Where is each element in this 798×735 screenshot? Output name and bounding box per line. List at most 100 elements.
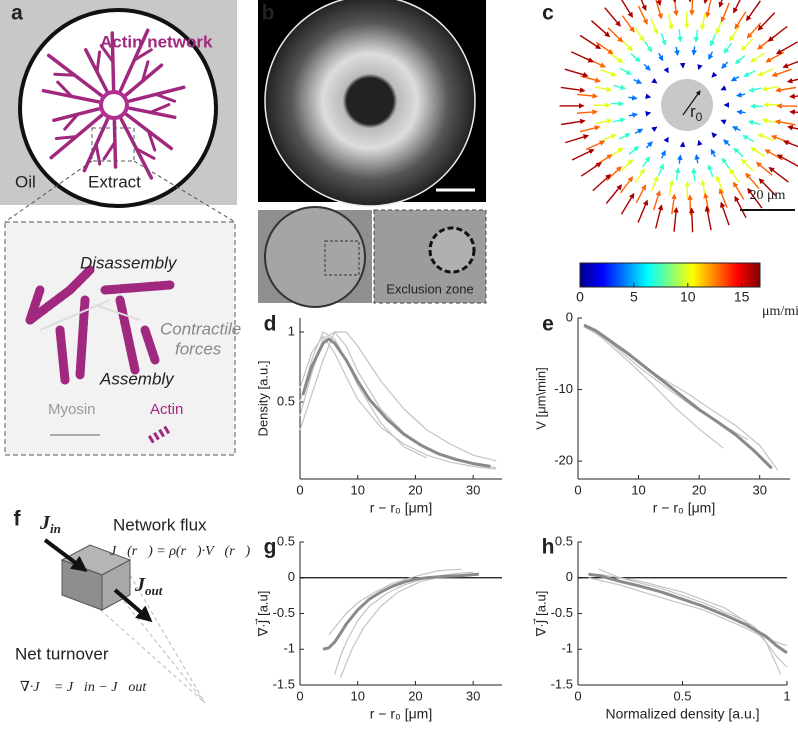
series-line [598,568,782,675]
series-line [328,568,462,636]
velocity-arrow [742,135,755,143]
panel-label: h [542,536,555,559]
velocity-arrow [770,134,791,144]
velocity-arrow [643,63,651,71]
actin-branch [63,112,80,131]
velocity-arrow [740,158,754,172]
velocity-arrow [570,51,594,63]
velocity-arrow [697,139,703,147]
panel-f: Network flux J⃗(r⃗) = ρ(r⃗)·V⃗(r⃗) Jin J… [15,512,251,704]
velocity-arrow [691,46,697,56]
velocity-arrow [621,0,633,18]
velocity-arrow [571,149,595,161]
velocity-arrow [620,158,634,172]
y-tick-label: -1 [561,641,573,656]
exclusion-label: Exclusion zone [386,281,473,296]
actin-filament [115,295,140,375]
actin-branch [102,140,117,161]
velocity-arrow [655,204,664,229]
forces-label: forces [175,339,222,358]
zoom-line [4,160,93,223]
velocity-arrow [613,84,627,91]
velocity-arrow [608,52,624,63]
series-line [588,577,788,647]
velocity-arrow [776,154,798,167]
velocity-arrow [711,71,718,78]
velocity-arrow [644,41,653,53]
inset-box [4,221,236,456]
velocity-arrow [579,125,601,133]
velocity-arrow [703,0,709,5]
oil-label: Oil [15,172,36,191]
velocity-arrow [734,55,746,65]
velocity-arrow [579,34,602,50]
velocity-arrow [735,92,746,98]
velocity-arrow [619,176,634,194]
droplet-image [264,0,476,207]
series-line [588,572,788,655]
velocity-arrow [650,175,659,192]
velocity-arrow [628,95,638,101]
velocity-arrow [605,184,623,204]
projection [129,574,206,704]
actin-branch [53,72,77,77]
j-in-label: Jin [39,512,61,536]
y-tick-label: -1.5 [273,676,295,691]
colorbar-label: 10 [680,289,696,305]
panel-label: f [14,508,22,531]
x-tick-label: 20 [408,688,422,703]
actin-filament [75,295,90,380]
velocity-arrow [634,27,645,42]
x-tick-label: 10 [631,482,645,497]
y-tick-label: 0 [288,569,295,584]
velocity-arrow [620,192,635,215]
velocity-arrow [730,76,740,82]
x-tick-label: 10 [350,688,364,703]
velocity-arrow [609,147,624,158]
velocity-arrow [607,27,624,43]
velocity-arrow [677,29,683,43]
velocity-arrow [668,179,675,197]
velocity-arrow [718,0,724,8]
y-tick-label: -20 [554,453,573,468]
velocity-arrow [740,38,754,52]
x-axis-label: r − r₀ [μm] [653,500,716,516]
velocity-arrow [560,118,586,126]
j-in-arrow [43,538,88,572]
velocity-arrow [789,93,798,100]
actin-branch [134,147,156,160]
x-tick-label: 30 [466,688,480,703]
velocity-arrow [750,52,765,63]
zoom-line [133,160,236,223]
actin-filament [100,280,175,295]
series-line [583,323,773,470]
y-tick-label: 0.5 [555,533,573,548]
velocity-arrow [671,193,677,215]
velocity-arrow [767,25,788,42]
colorbar-unit: μm/min [762,304,798,319]
turnover-title: Net turnover [15,644,109,663]
velocity-arrow [704,205,712,231]
velocity-arrow [764,149,784,161]
actin-branch [141,60,150,83]
actin-branch [54,135,78,141]
velocity-arrow [757,133,774,142]
velocity-arrow [709,34,716,47]
panel-a: Actin network Oil Extract Disassembly Co… [0,0,241,456]
x-tick-label: 30 [466,482,480,497]
x-tick-label: 0.5 [673,688,691,703]
velocity-arrow [733,0,741,14]
y-axis-label: Density [a.u.] [255,361,270,437]
velocity-arrow [621,15,635,33]
series-line [299,335,497,470]
velocity-arrow [658,163,665,176]
velocity-arrow [650,18,659,35]
velocity-arrow [585,140,606,151]
j-out-label: Jout [134,574,163,598]
series-line [339,575,445,679]
myosin [39,299,111,331]
velocity-arrow [771,68,792,77]
velocity-arrow [592,173,612,192]
velocity-arrow [734,195,747,219]
velocity-arrow [745,172,760,190]
